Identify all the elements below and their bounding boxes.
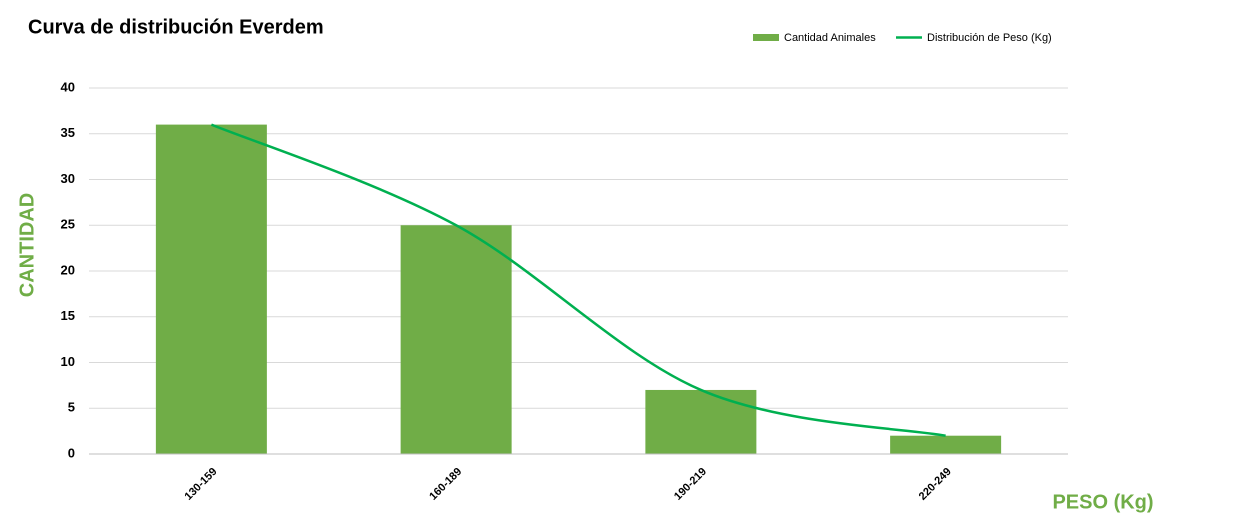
legend-label: Distribución de Peso (Kg)	[927, 32, 1052, 44]
bar	[155, 124, 267, 454]
x-tick-label: 130-159	[183, 466, 220, 503]
x-axis-label: PESO (Kg)	[1052, 491, 1153, 513]
legend-label: Cantidad Animales	[784, 32, 876, 44]
chart-title: Curva de distribución Everdem	[28, 16, 324, 38]
y-tick-label: 20	[61, 262, 75, 277]
y-tick-label: 10	[61, 354, 75, 369]
x-tick-label: 190-219	[672, 466, 709, 503]
y-tick-label: 15	[61, 308, 75, 323]
y-tick-label: 30	[61, 171, 75, 186]
y-tick-label: 0	[68, 445, 75, 460]
line	[210, 123, 946, 437]
y-tick-label: 35	[61, 125, 75, 140]
x-tick-label: 160-189	[427, 466, 464, 503]
y-axis-label: CANTIDAD	[16, 193, 38, 297]
y-tick-label: 5	[68, 400, 75, 415]
y-tick-label: 25	[61, 217, 75, 232]
bar	[890, 435, 1002, 454]
legend-swatch	[753, 34, 779, 41]
bar	[645, 389, 757, 454]
bar	[400, 225, 512, 454]
y-tick-label: 40	[61, 79, 75, 94]
x-tick-label: 220-249	[917, 466, 954, 503]
